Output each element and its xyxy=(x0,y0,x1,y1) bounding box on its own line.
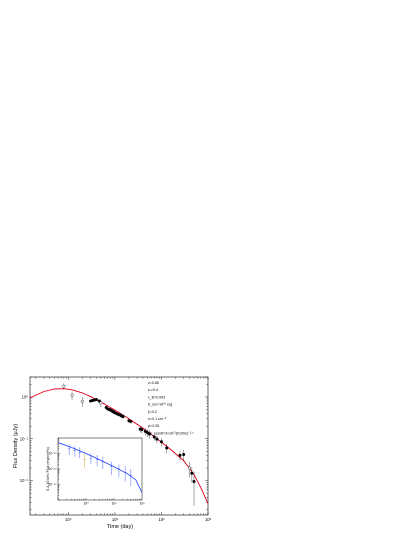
data-point xyxy=(178,453,182,457)
open-point xyxy=(62,384,66,388)
main-plot-frame xyxy=(29,376,209,516)
parameter-line: z=0.85 xyxy=(148,381,159,385)
parameter-line: E_iso=10⁵⁰ erg xyxy=(148,403,172,407)
inset-y-tick-label: 10⁻¹³ xyxy=(49,467,58,471)
inset-plot: 10⁰ 10¹ 10² 10⁻¹⁴ 10⁻¹³ 10⁻¹² 0.3-10 keV Flux… xyxy=(46,437,146,506)
y-tick-label: 10⁻¹ xyxy=(20,436,29,441)
main-plot: 10⁰ 10¹ 10² 10³ 10⁻² 10⁻¹ 10⁰ Time (day) Flux … xyxy=(13,376,212,530)
x-tick-label: 10³ xyxy=(205,517,212,522)
parameter-line: εₑ=0.4 xyxy=(148,388,158,392)
x-tick-label: 10⁰ xyxy=(65,517,72,522)
data-point xyxy=(121,415,125,419)
inset-y-axis-label: 0.3-10 keV Flux (erg/cm²/s) xyxy=(46,447,50,491)
data-point xyxy=(182,453,186,457)
x-tick-label: 10² xyxy=(158,517,165,522)
data-point xyxy=(190,471,194,475)
parameter-line: ε_B=0.003 xyxy=(148,395,165,399)
data-point xyxy=(155,437,159,441)
main-axis-ticks: 10⁰ 10¹ 10² 10³ 10⁻² 10⁻¹ 10⁰ xyxy=(20,376,212,522)
main-data-layer xyxy=(30,383,208,506)
inset-x-tick-label: 10⁰ xyxy=(83,502,89,506)
x-tick-label: 10¹ xyxy=(112,517,119,522)
data-point xyxy=(159,440,163,444)
parameter-line: n=0.1 cm⁻³ xyxy=(148,417,167,421)
open-point xyxy=(80,399,84,403)
inset-x-tick-label: 10² xyxy=(140,502,146,506)
data-point xyxy=(147,432,151,436)
inset-model-curve xyxy=(58,442,142,493)
inset-plot-frame xyxy=(57,437,143,501)
inset-y-tick-label: 10⁻¹⁴ xyxy=(48,483,57,487)
open-point xyxy=(99,401,103,405)
inset-y-tick-label: 10⁻¹² xyxy=(49,452,58,456)
data-point xyxy=(140,428,144,432)
inset-x-tick-label: 10¹ xyxy=(112,502,118,506)
model-parameters: z=0.85 εₑ=0.4 ε_B=0.003 E_iso=10⁵⁰ erg ξ=0.2… xyxy=(148,381,194,435)
open-point xyxy=(70,393,74,397)
parameter-line: ξ=0.2 xyxy=(148,410,157,414)
data-point xyxy=(129,419,133,423)
main-x-axis-label: Time (day) xyxy=(107,524,133,530)
data-point xyxy=(152,435,156,439)
open-point xyxy=(187,466,191,470)
main-y-axis-label: Flux Density (μJy) xyxy=(13,424,19,468)
parameter-line: dE_iso/dt=3×10⁵¹(t/100s)⁻²·⁰ xyxy=(148,431,194,435)
parameter-line: p=2.05 xyxy=(148,424,159,428)
data-point xyxy=(192,479,196,483)
model-curve xyxy=(30,388,208,504)
y-tick-label: 10⁰ xyxy=(22,394,29,399)
inset-axis-ticks: 10⁰ 10¹ 10² 10⁻¹⁴ 10⁻¹³ 10⁻¹² xyxy=(48,438,146,506)
inset-data-layer xyxy=(58,442,142,493)
data-point xyxy=(94,397,98,401)
y-tick-label: 10⁻² xyxy=(20,478,29,483)
data-point xyxy=(165,446,169,450)
